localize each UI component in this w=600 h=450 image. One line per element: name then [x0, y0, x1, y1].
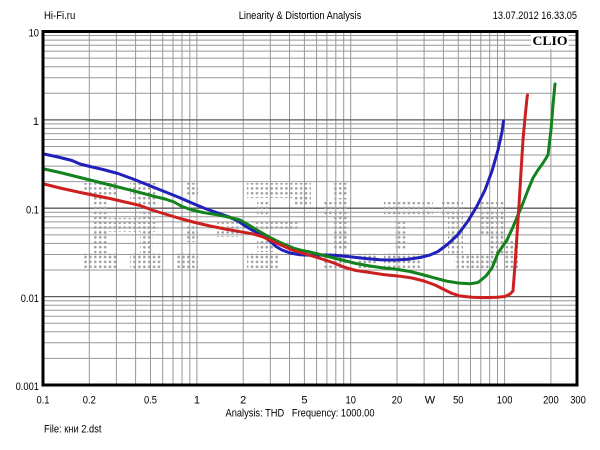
- svg-text:0.5: 0.5: [144, 395, 157, 407]
- svg-text:0.01: 0.01: [21, 293, 39, 305]
- svg-text:Linearity & Distortion Analysi: Linearity & Distortion Analysis: [239, 10, 362, 22]
- svg-text:13.07.2012 16.33.05: 13.07.2012 16.33.05: [493, 10, 577, 22]
- svg-text:10: 10: [29, 28, 39, 40]
- svg-text:File: кни 2.dst: File: кни 2.dst: [44, 423, 102, 435]
- svg-text:5: 5: [301, 395, 307, 407]
- svg-text:0.1: 0.1: [26, 204, 39, 216]
- svg-text:1: 1: [33, 116, 39, 128]
- svg-text:300: 300: [570, 395, 586, 407]
- svg-text:0.2: 0.2: [83, 395, 96, 407]
- svg-text:0.1: 0.1: [37, 395, 50, 407]
- svg-text:1: 1: [194, 395, 200, 407]
- svg-text:Analysis: THD Frequency: 100: Analysis: THD Frequency: 1000.00: [226, 408, 375, 420]
- svg-text:20: 20: [392, 395, 402, 407]
- svg-text:10: 10: [346, 395, 356, 407]
- svg-text:0.001: 0.001: [16, 381, 39, 393]
- svg-text:100: 100: [497, 395, 513, 407]
- svg-text:W: W: [425, 395, 436, 407]
- svg-text:2: 2: [240, 395, 246, 407]
- svg-text:50: 50: [453, 395, 463, 407]
- svg-text:200: 200: [543, 395, 559, 407]
- svg-text:CLIO: CLIO: [533, 33, 568, 48]
- svg-text:Hi-Fi.ru: Hi-Fi.ru: [44, 10, 75, 22]
